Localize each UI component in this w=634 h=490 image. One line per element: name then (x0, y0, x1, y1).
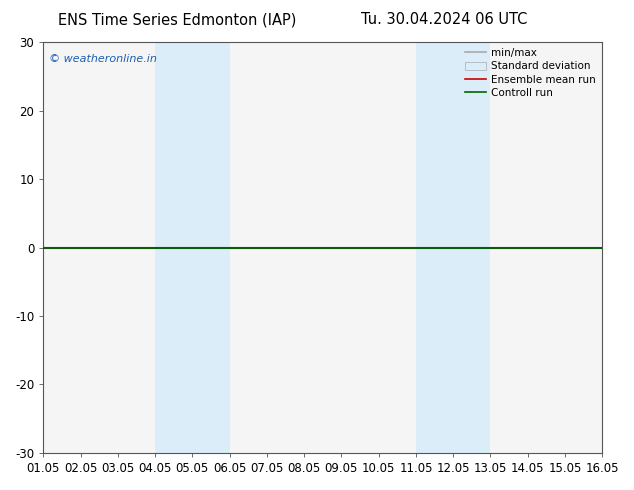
Text: Tu. 30.04.2024 06 UTC: Tu. 30.04.2024 06 UTC (361, 12, 527, 27)
Bar (155, 42, 192, 453)
Bar (453, 42, 491, 453)
Bar (192, 42, 230, 453)
Text: © weatheronline.in: © weatheronline.in (49, 54, 157, 64)
Bar (416, 42, 453, 453)
Text: ENS Time Series Edmonton (IAP): ENS Time Series Edmonton (IAP) (58, 12, 297, 27)
Legend: min/max, Standard deviation, Ensemble mean run, Controll run: min/max, Standard deviation, Ensemble me… (461, 44, 600, 102)
